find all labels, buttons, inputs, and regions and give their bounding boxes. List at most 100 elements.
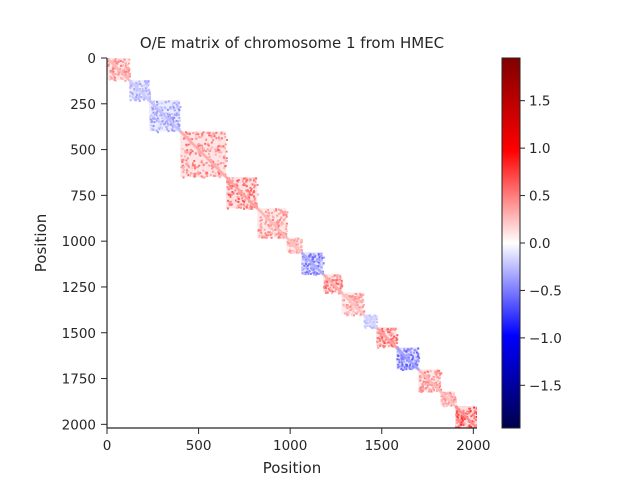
domain-pixel [156, 111, 159, 114]
domain-pixel [125, 68, 128, 71]
domain-pixel [424, 371, 427, 374]
domain-pixel [469, 407, 472, 410]
domain-pixel [223, 132, 226, 135]
domain-pixel [261, 234, 264, 237]
domain-pixel [182, 158, 185, 161]
domain-pixel [286, 211, 289, 214]
domain-pixel [376, 337, 379, 340]
domain-pixel [468, 425, 471, 428]
domain-pixel [230, 187, 233, 190]
domain-pixel [312, 273, 315, 276]
domain-pixel [146, 84, 149, 87]
domain-pixel [338, 287, 341, 290]
domain-pixel [286, 243, 289, 246]
domain-pixel [200, 147, 203, 150]
domain-pixel [220, 137, 223, 140]
domain-pixel [306, 270, 309, 273]
domain-pixel [167, 115, 170, 118]
domain-pixel [192, 162, 195, 165]
domain-pixel [259, 229, 262, 232]
domain-pixel [277, 224, 280, 227]
domain-pixel [264, 232, 267, 235]
domain-pixel [270, 236, 273, 239]
domain-pixel [231, 177, 234, 180]
domain-pixel [410, 347, 413, 350]
y-tick-label: 1500 [62, 326, 96, 342]
heatmap-area [107, 58, 477, 428]
domain-pixel [220, 131, 223, 134]
domain-pixel [155, 118, 158, 121]
domain-pixel [460, 421, 463, 424]
domain-pixel [260, 222, 263, 225]
domain-pixel [306, 264, 309, 267]
domain-pixel [265, 220, 268, 223]
domain-pixel [306, 267, 309, 270]
domain-pixel [156, 110, 159, 113]
domain-pixel [360, 296, 363, 299]
domain-pixel [202, 176, 205, 179]
domain-pixel [224, 159, 227, 162]
domain-pixel [134, 83, 137, 86]
domain-pixel [288, 243, 291, 246]
domain-pixel [210, 141, 213, 144]
domain-pixel [473, 406, 476, 409]
domain-pixel [223, 157, 226, 160]
domain-pixel [240, 197, 243, 200]
domain-pixel [286, 240, 289, 243]
domain-pixel [151, 107, 154, 110]
domain-pixel [129, 95, 132, 98]
domain-pixel [379, 339, 382, 342]
domain-pixel [216, 148, 219, 151]
domain-pixel [473, 411, 476, 414]
domain-pixel [191, 150, 194, 153]
domain-pixel [111, 72, 114, 75]
domain-pixel [203, 176, 206, 179]
domain-pixel [415, 364, 418, 367]
domain-pixel [120, 76, 123, 79]
domain-pixel [401, 364, 404, 367]
domain-pixel [208, 164, 211, 167]
domain-pixel [401, 360, 404, 363]
domain-pixel [151, 127, 154, 130]
domain-pixel [185, 143, 188, 146]
domain-pixel [325, 282, 328, 285]
domain-pixel [337, 282, 340, 285]
domain-pixel [129, 82, 132, 85]
domain-pixel [392, 339, 395, 342]
domain-pixel [128, 75, 131, 78]
domain-pixel [358, 301, 361, 304]
domain-pixel [190, 172, 193, 175]
domain-pixel [241, 180, 244, 183]
domain-pixel [129, 86, 132, 89]
domain-pixel [212, 139, 215, 142]
domain-pixel [178, 124, 181, 127]
domain-pixel [246, 178, 249, 181]
domain-pixel [252, 191, 255, 194]
domain-pixel [373, 321, 376, 324]
domain-pixel [293, 238, 296, 241]
domain-pixel [200, 159, 203, 162]
domain-pixel [114, 76, 117, 79]
domain-pixel [280, 217, 283, 220]
domain-pixel [274, 232, 277, 235]
domain-pixel [467, 412, 470, 415]
domain-pixel [217, 136, 220, 139]
domain-pixel [440, 393, 443, 396]
domain-pixel [438, 386, 441, 389]
domain-pixel [226, 138, 229, 141]
x-tick-label: 0 [103, 438, 112, 454]
domain-pixel [191, 167, 194, 170]
domain-pixel [339, 276, 342, 279]
domain-pixel [275, 223, 278, 226]
domain-pixel [295, 249, 298, 252]
domain-pixel [218, 149, 221, 152]
y-tick-label: 250 [70, 97, 96, 113]
domain-pixel [155, 129, 158, 132]
domain-pixel [242, 203, 245, 206]
domain-pixel [437, 370, 440, 373]
domain-pixel [197, 150, 200, 153]
domain-pixel [155, 113, 158, 116]
domain-pixel [470, 425, 473, 428]
domain-pixel [384, 338, 387, 341]
domain-pixel [381, 327, 384, 330]
